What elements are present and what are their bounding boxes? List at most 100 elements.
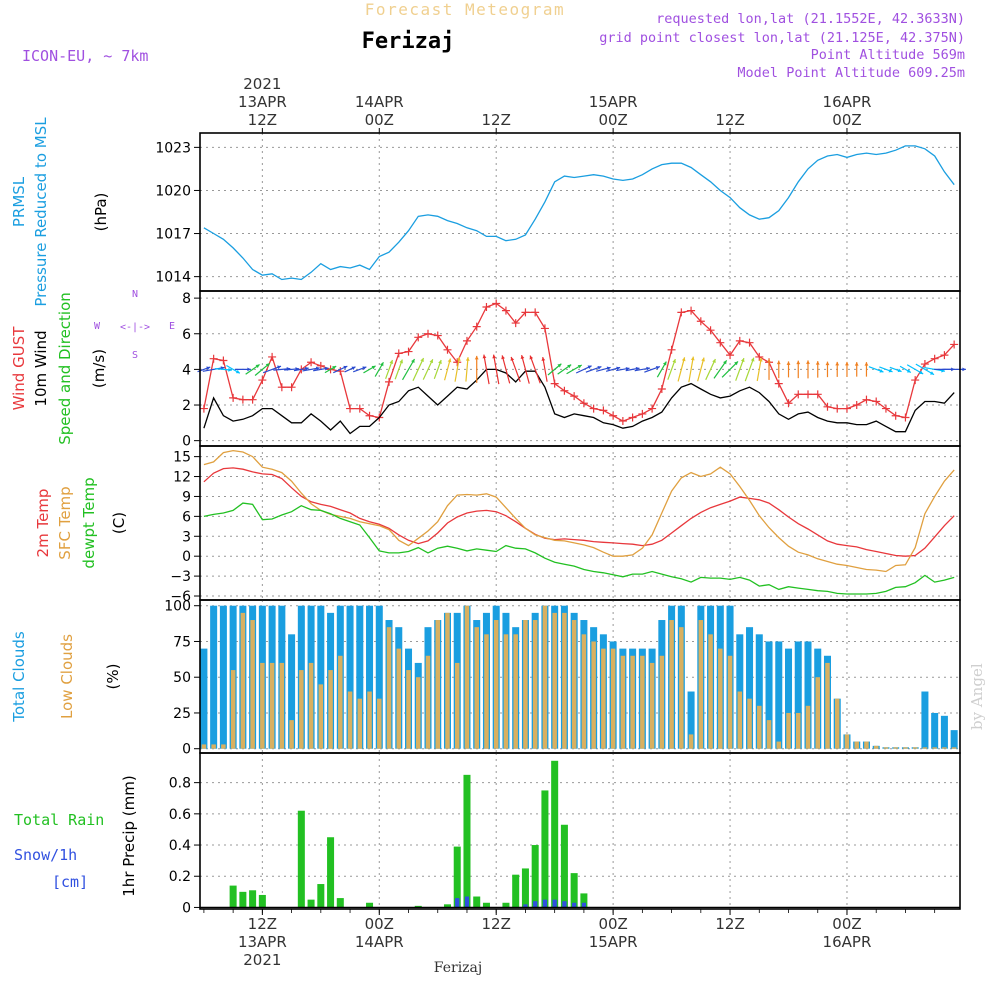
wind-arrow (677, 357, 686, 382)
wind-arrow-head (501, 355, 505, 360)
wind-arrow (697, 357, 705, 382)
gust-point (667, 345, 676, 354)
wind-arrow-head (681, 357, 686, 362)
time-tick-bottom-label: 00Z (598, 915, 627, 933)
gust-point (813, 390, 822, 399)
bar-low-clouds (873, 745, 879, 749)
y-tick-label: 0 (182, 900, 191, 916)
wind-arrow-head (835, 361, 840, 366)
bar-total-clouds (775, 641, 783, 749)
bar-low-clouds (503, 634, 509, 749)
bar-total-clouds (746, 627, 754, 749)
gust-point (424, 329, 432, 338)
bar-low-clouds (747, 698, 752, 749)
y-tick-label: 0.6 (169, 807, 191, 823)
wind-arrow (443, 358, 451, 381)
gust-point (677, 308, 686, 317)
bar-total-clouds (317, 605, 325, 749)
bar-low-clouds (562, 612, 567, 749)
wind-arrow-head (577, 365, 582, 369)
bar-low-clouds (942, 747, 947, 749)
wind-arrow-head (567, 364, 572, 369)
wind-arrow-head (332, 366, 337, 370)
wind-arrow-head (662, 361, 667, 366)
gust-point (794, 390, 803, 399)
wind-arrow (521, 354, 530, 384)
gust-point (950, 340, 959, 349)
bar-low-clouds (834, 698, 840, 749)
wind-arrow-head (379, 362, 384, 367)
wind-arrow-head (786, 361, 791, 365)
bar-snow (533, 901, 538, 908)
bar-low-clouds (610, 648, 616, 749)
gust-point (940, 351, 949, 360)
wind-arrow-head (371, 365, 376, 370)
bar-low-clouds (260, 662, 265, 749)
wind-arrow-head (690, 356, 695, 361)
wind-arrow-head (389, 359, 394, 364)
gust-point (804, 390, 812, 399)
wind-arrow (542, 356, 548, 382)
bar-low-clouds (279, 662, 285, 749)
bar-low-clouds (932, 747, 937, 749)
wind-arrow-head (845, 361, 849, 366)
wind-arrow (493, 354, 500, 385)
bar-low-clouds (542, 605, 548, 749)
gust-point (385, 377, 394, 386)
gust-point (453, 358, 462, 367)
model-altitude: Model Point Altitude 609.25m (737, 65, 965, 81)
header: Forecast Meteogram Ferizaj ICON-EU, ~ 7k… (22, 0, 986, 976)
bar-low-clouds (435, 620, 440, 749)
panel-wind: 0 2 4 6 8 N W E S <-|-> Wind GUST 10m Wind Speed and… (10, 289, 966, 450)
y-tick-label: 3 (182, 529, 191, 545)
time-tick-top-label: 16APR (823, 93, 872, 111)
wind-arrow (510, 356, 521, 383)
wind-arrow (483, 354, 490, 385)
bar-total-clouds (931, 712, 939, 749)
gust-point (355, 404, 364, 413)
series-line-pressure-0 (203, 145, 955, 281)
wind-arrow-head (758, 357, 763, 362)
wind-arrow-head (557, 363, 562, 368)
wind-arrow-head (438, 359, 442, 364)
gust-point (462, 336, 471, 345)
gust-point (268, 352, 277, 361)
bar-low-clouds (386, 627, 392, 749)
axis-label-pressure-1: Pressure Reduced to MSL (32, 117, 50, 307)
wind-arrow-head (776, 360, 781, 365)
bar-low-clouds (464, 605, 470, 749)
time-tick-bottom-label: 14APR (355, 933, 404, 951)
bar-low-clouds (406, 670, 411, 749)
y-tick-label: 6 (182, 327, 191, 343)
wind-arrow-head (265, 363, 270, 368)
wind-arrow (667, 358, 676, 380)
point-altitude: Point Altitude 569m (811, 47, 965, 63)
gust-point (628, 413, 637, 422)
bar-low-clouds (347, 691, 353, 749)
time-tick-top-label: 15APR (589, 93, 638, 111)
bar-low-clouds (328, 670, 333, 749)
wind-arrow-head (655, 365, 660, 370)
bar-low-clouds (299, 670, 304, 749)
footer-location: Ferizaj (434, 960, 482, 976)
compass-rose: N W E S <-|-> (94, 289, 175, 361)
panel-frame (199, 445, 961, 601)
gust-point (823, 402, 832, 411)
wind-arrow-head (529, 355, 534, 360)
bar-low-clouds (776, 741, 782, 749)
axis-label-temperature-2: dewpt Temp (80, 477, 98, 568)
bar-low-clouds (854, 741, 859, 749)
time-tick-top-label: 12Z (248, 111, 277, 129)
wind-arrow-head (597, 365, 602, 370)
bar-low-clouds (903, 747, 908, 749)
wind-arrow-head (767, 358, 771, 363)
bar-total-clouds (921, 691, 929, 749)
bar-low-clouds (377, 698, 382, 749)
wind-arrow-head (962, 367, 966, 372)
gust-point (433, 331, 442, 340)
wind-arrow-head (411, 358, 415, 363)
gust-point (930, 354, 939, 363)
bar-low-clouds (805, 705, 811, 749)
bar-low-clouds (815, 677, 820, 749)
